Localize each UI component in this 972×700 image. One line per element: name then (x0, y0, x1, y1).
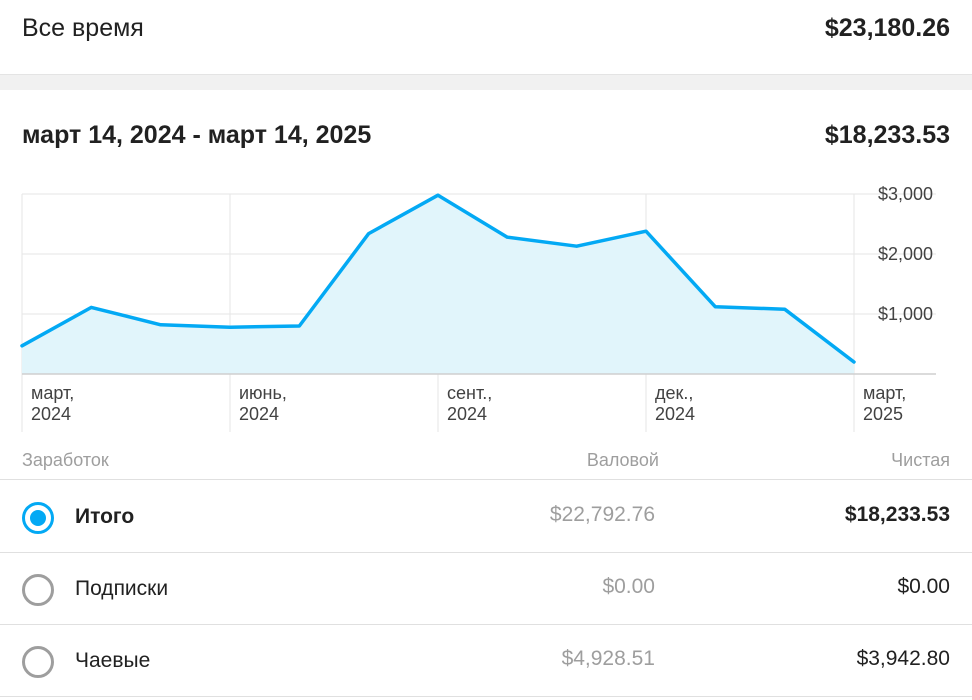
row-net: $0.00 (897, 575, 950, 598)
y-tick-label: $3,000 (878, 184, 933, 204)
x-tick-label: 2024 (447, 404, 487, 424)
y-tick-label: $2,000 (878, 244, 933, 264)
radio-tips[interactable] (22, 646, 54, 678)
earnings-row-tips[interactable]: Чаевые $4,928.51 $3,942.80 (0, 625, 972, 697)
section-divider (0, 74, 972, 90)
period-value: $18,233.53 (824, 121, 950, 149)
earnings-chart: $1,000$2,000$3,000март,2024июнь,2024сент… (20, 184, 936, 432)
x-tick-label: дек., (655, 383, 693, 403)
all-time-row: Все время $23,180.26 (0, 0, 972, 74)
row-name: Итого (75, 505, 135, 528)
all-time-value: $23,180.26 (824, 14, 950, 42)
area-fill (22, 195, 854, 374)
radio-subscriptions[interactable] (22, 574, 54, 606)
x-tick-label: март, (863, 383, 906, 403)
earnings-row-total[interactable]: Итого $22,792.76 $18,233.53 (0, 481, 972, 553)
radio-total[interactable] (22, 502, 54, 534)
period-label: март 14, 2024 - март 14, 2025 (22, 121, 372, 149)
header-gross: Валовой (586, 450, 659, 470)
header-earnings: Заработок (22, 450, 109, 470)
x-tick-label: 2024 (31, 404, 71, 424)
all-time-label: Все время (22, 14, 144, 42)
header-net: Чистая (891, 450, 950, 470)
x-tick-label: март, (31, 383, 74, 403)
table-bottom-divider (0, 696, 972, 697)
x-tick-label: сент., (447, 383, 492, 403)
y-tick-label: $1,000 (878, 304, 933, 324)
x-tick-label: июнь, (239, 383, 287, 403)
row-net: $3,942.80 (856, 647, 950, 670)
row-net: $18,233.53 (844, 503, 950, 526)
x-tick-label: 2025 (863, 404, 903, 424)
series-line (20, 193, 856, 364)
earnings-row-subscriptions[interactable]: Подписки $0.00 $0.00 (0, 553, 972, 625)
table-header: Заработок Валовой Чистая (0, 446, 972, 480)
row-gross: $22,792.76 (549, 503, 655, 526)
x-tick-label: 2024 (239, 404, 279, 424)
x-tick-label: 2024 (655, 404, 695, 424)
row-gross: $4,928.51 (561, 647, 655, 670)
row-name: Чаевые (75, 649, 151, 672)
row-gross: $0.00 (602, 575, 655, 598)
row-name: Подписки (75, 577, 169, 600)
